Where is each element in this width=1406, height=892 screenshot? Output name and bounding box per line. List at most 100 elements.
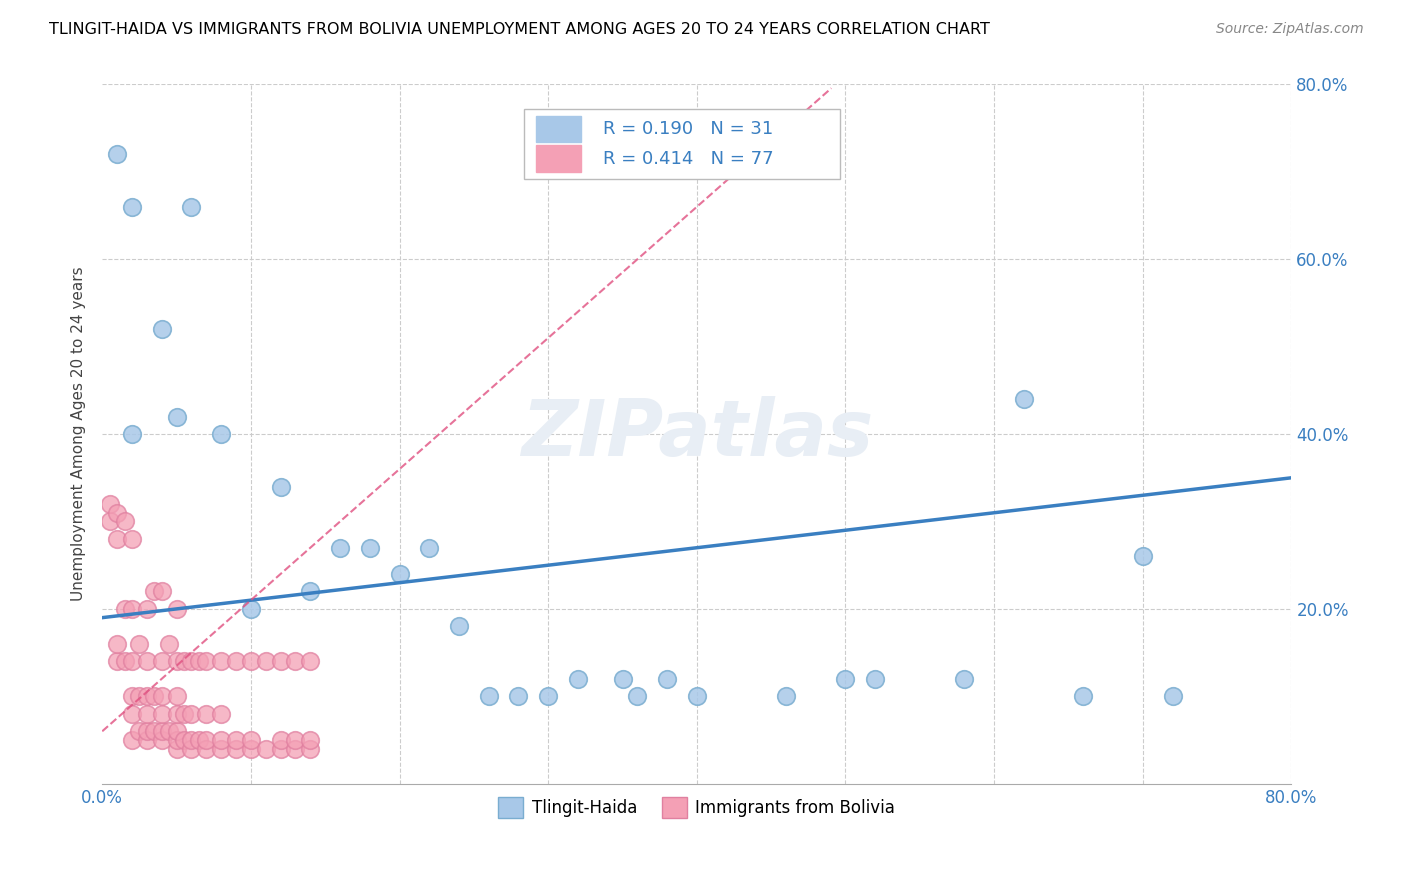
Point <box>166 602 188 616</box>
Point <box>135 733 157 747</box>
Point <box>105 637 128 651</box>
Text: TLINGIT-HAIDA VS IMMIGRANTS FROM BOLIVIA UNEMPLOYMENT AMONG AGES 20 TO 24 YEARS : TLINGIT-HAIDA VS IMMIGRANTS FROM BOLIVIA… <box>49 22 990 37</box>
Point <box>135 654 157 668</box>
Point <box>180 706 202 721</box>
Point <box>150 584 173 599</box>
Point <box>299 741 322 756</box>
Point <box>121 602 143 616</box>
Point <box>135 724 157 739</box>
Point <box>180 741 202 756</box>
Text: R = 0.190   N = 31: R = 0.190 N = 31 <box>603 120 773 138</box>
Point <box>239 602 262 616</box>
Point <box>209 706 232 721</box>
Point <box>114 654 136 668</box>
Point <box>209 741 232 756</box>
Point <box>150 690 173 704</box>
Point <box>150 733 173 747</box>
Point <box>105 532 128 546</box>
Point <box>537 690 560 704</box>
Point <box>1012 392 1035 406</box>
Point <box>225 741 247 756</box>
Point <box>418 541 440 555</box>
Point <box>166 706 188 721</box>
Text: ZIPatlas: ZIPatlas <box>520 396 873 472</box>
Point <box>284 654 307 668</box>
Point <box>98 515 121 529</box>
Point <box>114 515 136 529</box>
Bar <box>536 116 582 143</box>
Point <box>135 690 157 704</box>
Point <box>157 637 180 651</box>
Point <box>128 637 150 651</box>
Point <box>209 654 232 668</box>
Point <box>166 654 188 668</box>
Point <box>567 672 589 686</box>
Point <box>121 427 143 442</box>
Point <box>834 672 856 686</box>
Point <box>209 733 232 747</box>
Point <box>195 733 218 747</box>
Point <box>150 724 173 739</box>
Point <box>166 690 188 704</box>
Point <box>239 654 262 668</box>
Point <box>686 690 709 704</box>
Point <box>775 690 797 704</box>
Point <box>173 733 195 747</box>
Point <box>121 690 143 704</box>
Point <box>239 741 262 756</box>
Bar <box>536 145 582 172</box>
Point <box>299 733 322 747</box>
Point <box>612 672 634 686</box>
Point <box>128 690 150 704</box>
Point <box>209 427 232 442</box>
Point <box>254 654 277 668</box>
Point <box>195 654 218 668</box>
Point <box>135 602 157 616</box>
Point <box>121 654 143 668</box>
Point <box>105 147 128 161</box>
Point <box>626 690 648 704</box>
Point <box>225 654 247 668</box>
Point <box>187 654 209 668</box>
Point <box>157 724 180 739</box>
Y-axis label: Unemployment Among Ages 20 to 24 years: Unemployment Among Ages 20 to 24 years <box>72 267 86 601</box>
Point <box>121 200 143 214</box>
Point <box>953 672 976 686</box>
Point <box>143 584 166 599</box>
Point <box>270 654 292 668</box>
Point <box>359 541 381 555</box>
Text: R = 0.414   N = 77: R = 0.414 N = 77 <box>603 150 773 168</box>
Point <box>284 741 307 756</box>
Point <box>1073 690 1095 704</box>
Point <box>239 733 262 747</box>
Point <box>105 654 128 668</box>
Point <box>284 733 307 747</box>
Point <box>173 706 195 721</box>
Point <box>447 619 470 633</box>
Point <box>299 654 322 668</box>
Point <box>166 724 188 739</box>
Point <box>166 733 188 747</box>
Point <box>114 602 136 616</box>
FancyBboxPatch shape <box>524 109 839 178</box>
Point <box>166 409 188 424</box>
Point <box>1161 690 1184 704</box>
Point <box>98 497 121 511</box>
Text: Source: ZipAtlas.com: Source: ZipAtlas.com <box>1216 22 1364 37</box>
Point <box>655 672 678 686</box>
Point <box>270 741 292 756</box>
Point <box>478 690 501 704</box>
Point <box>121 706 143 721</box>
Point <box>121 733 143 747</box>
Point <box>135 706 157 721</box>
Point <box>187 733 209 747</box>
Point <box>225 733 247 747</box>
Point <box>388 566 411 581</box>
Point <box>166 741 188 756</box>
Point <box>173 654 195 668</box>
Point <box>270 733 292 747</box>
Point <box>150 654 173 668</box>
Point <box>1132 549 1154 564</box>
Point <box>195 706 218 721</box>
Legend: Tlingit-Haida, Immigrants from Bolivia: Tlingit-Haida, Immigrants from Bolivia <box>492 790 903 824</box>
